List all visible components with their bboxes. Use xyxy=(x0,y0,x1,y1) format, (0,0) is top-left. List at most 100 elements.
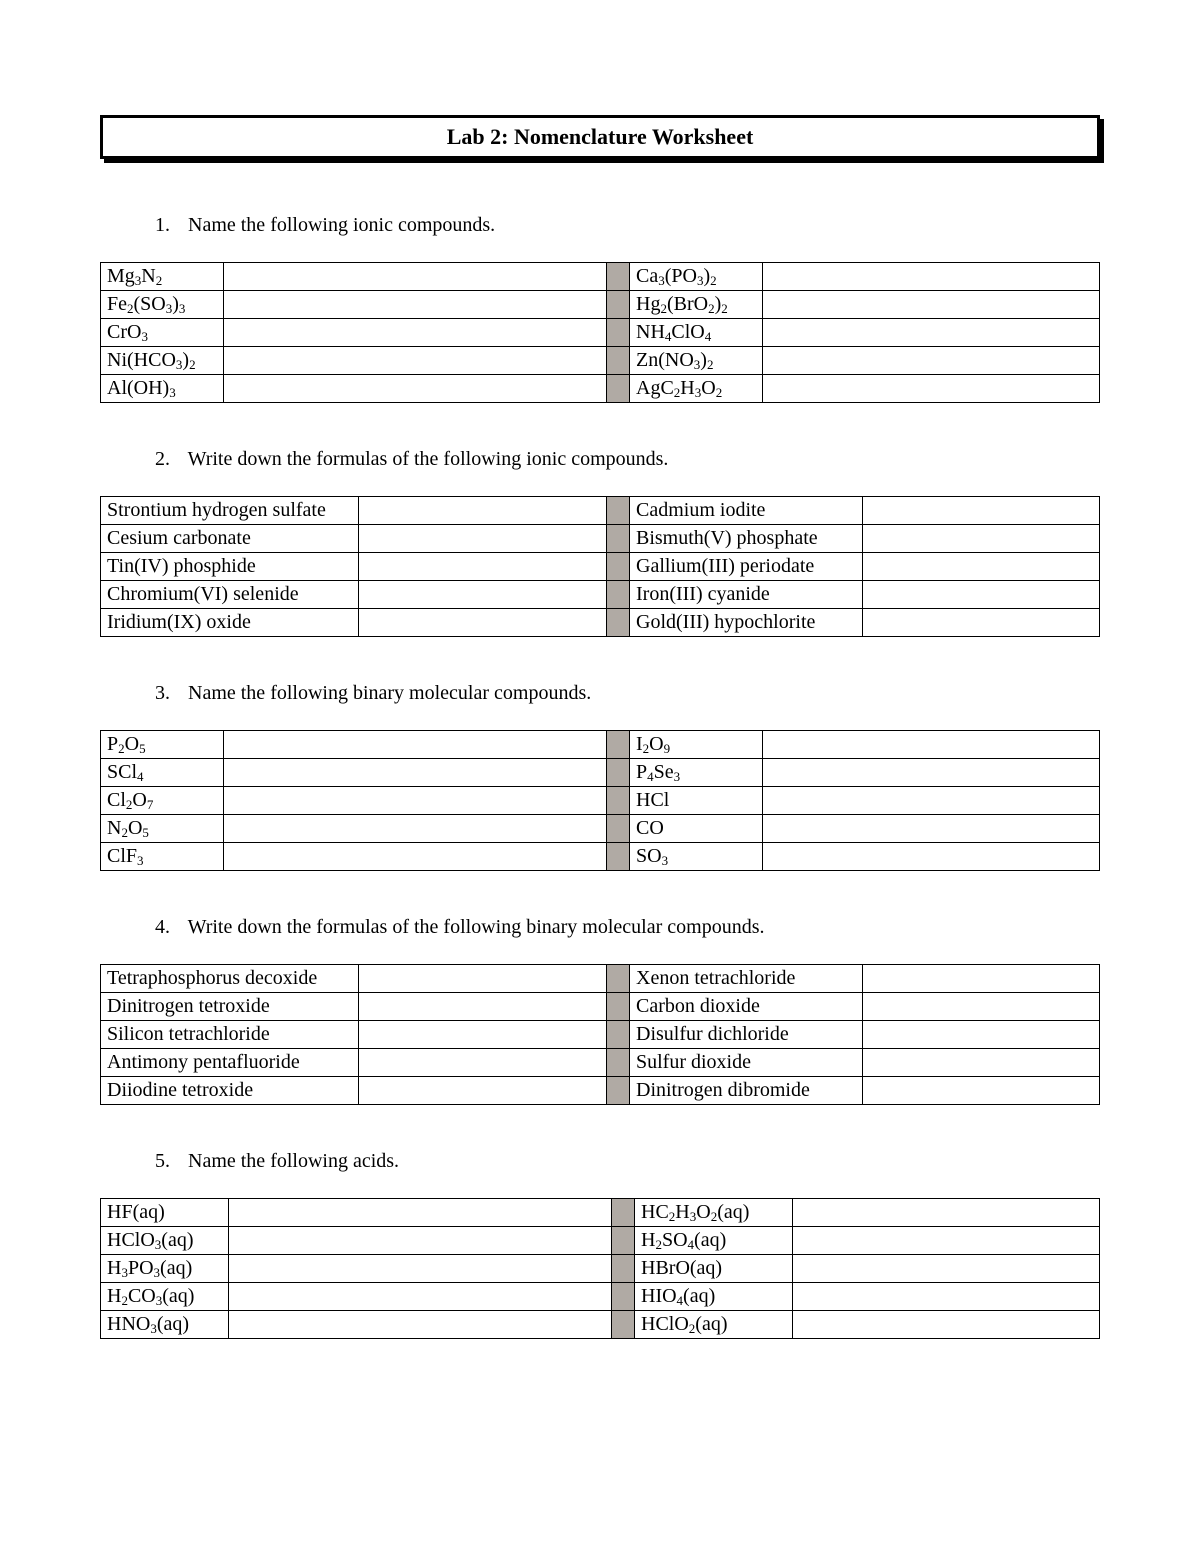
answer-cell xyxy=(863,993,1100,1021)
answer-cell xyxy=(224,263,607,291)
answer-cell xyxy=(763,843,1100,871)
answer-cell xyxy=(763,347,1100,375)
formula-cell: HClO3(aq) xyxy=(101,1227,229,1255)
formula-cell: Dinitrogen dibromide xyxy=(630,1077,863,1105)
table-row: Antimony pentafluorideSulfur dioxide xyxy=(101,1049,1100,1077)
separator-cell xyxy=(607,1049,630,1077)
separator-cell xyxy=(607,375,630,403)
formula-cell: Silicon tetrachloride xyxy=(101,1021,359,1049)
answer-cell xyxy=(863,1021,1100,1049)
separator-cell xyxy=(607,291,630,319)
question-4: 4. Write down the formulas of the follow… xyxy=(155,916,1100,939)
formula-cell: HBrO(aq) xyxy=(635,1255,793,1283)
separator-cell xyxy=(612,1199,635,1227)
answer-cell xyxy=(359,497,607,525)
q2-text: Write down the formulas of the following… xyxy=(188,448,669,470)
answer-cell xyxy=(229,1255,612,1283)
table-row: SCl4P4Se3 xyxy=(101,759,1100,787)
formula-cell: H3PO3(aq) xyxy=(101,1255,229,1283)
formula-cell: Cesium carbonate xyxy=(101,525,359,553)
answer-cell xyxy=(863,497,1100,525)
title-main: Nomenclature Worksheet xyxy=(514,124,753,149)
formula-cell: P2O5 xyxy=(101,731,224,759)
separator-cell xyxy=(607,731,630,759)
formula-cell: Sulfur dioxide xyxy=(630,1049,863,1077)
answer-cell xyxy=(863,581,1100,609)
formula-cell: ClF3 xyxy=(101,843,224,871)
formula-cell: Tetraphosphorus decoxide xyxy=(101,965,359,993)
answer-cell xyxy=(359,1021,607,1049)
answer-cell xyxy=(863,1049,1100,1077)
formula-cell: Strontium hydrogen sulfate xyxy=(101,497,359,525)
separator-cell xyxy=(607,1021,630,1049)
answer-cell xyxy=(359,1049,607,1077)
table-row: Chromium(VI) selenide Iron(III) cyanide xyxy=(101,581,1100,609)
q1-number: 1. xyxy=(155,214,183,237)
separator-cell xyxy=(607,609,630,637)
formula-cell: HCl xyxy=(630,787,763,815)
answer-cell xyxy=(763,731,1100,759)
formula-cell: Iron(III) cyanide xyxy=(630,581,863,609)
answer-cell xyxy=(863,609,1100,637)
answer-cell xyxy=(359,525,607,553)
separator-cell xyxy=(607,319,630,347)
table-q2: Strontium hydrogen sulfate Cadmium iodite… xyxy=(100,496,1100,637)
table-q1: Mg3N2 Ca3(PO3)2 Fe2(SO3)3 Hg2(BrO2)2CrO3NH4… xyxy=(100,262,1100,403)
table-row: Cl2O7HCl xyxy=(101,787,1100,815)
formula-cell: Hg2(BrO2)2 xyxy=(630,291,763,319)
answer-cell xyxy=(863,553,1100,581)
answer-cell xyxy=(359,965,607,993)
answer-cell xyxy=(359,553,607,581)
answer-cell xyxy=(224,815,607,843)
table-row: HF(aq)HC2H3O2(aq) xyxy=(101,1199,1100,1227)
formula-cell: Mg3N2 xyxy=(101,263,224,291)
separator-cell xyxy=(607,581,630,609)
separator-cell xyxy=(612,1227,635,1255)
formula-cell: Chromium(VI) selenide xyxy=(101,581,359,609)
answer-cell xyxy=(224,787,607,815)
table-row: H3PO3(aq) HBrO(aq) xyxy=(101,1255,1100,1283)
answer-cell xyxy=(793,1311,1100,1339)
formula-cell: N2O5 xyxy=(101,815,224,843)
table-row: Tetraphosphorus decoxideXenon tetrachlor… xyxy=(101,965,1100,993)
answer-cell xyxy=(224,291,607,319)
formula-cell: HNO3(aq) xyxy=(101,1311,229,1339)
formula-cell: H2CO3(aq) xyxy=(101,1283,229,1311)
q4-number: 4. xyxy=(155,916,183,939)
formula-cell: HF(aq) xyxy=(101,1199,229,1227)
question-5: 5. Name the following acids. xyxy=(155,1150,1100,1173)
answer-cell xyxy=(793,1255,1100,1283)
formula-cell: Bismuth(V) phosphate xyxy=(630,525,863,553)
answer-cell xyxy=(863,965,1100,993)
separator-cell xyxy=(607,347,630,375)
formula-cell: Gold(III) hypochlorite xyxy=(630,609,863,637)
formula-cell: HClO2(aq) xyxy=(635,1311,793,1339)
separator-cell xyxy=(612,1255,635,1283)
formula-cell: Ca3(PO3)2 xyxy=(630,263,763,291)
answer-cell xyxy=(763,319,1100,347)
formula-cell: Dinitrogen tetroxide xyxy=(101,993,359,1021)
separator-cell xyxy=(607,815,630,843)
formula-cell: Cadmium iodite xyxy=(630,497,863,525)
formula-cell: H2SO4(aq) xyxy=(635,1227,793,1255)
formula-cell: Fe2(SO3)3 xyxy=(101,291,224,319)
answer-cell xyxy=(224,843,607,871)
table-row: P2O5I2O9 xyxy=(101,731,1100,759)
q5-text: Name the following acids. xyxy=(188,1150,399,1172)
q3-text: Name the following binary molecular comp… xyxy=(188,682,591,704)
separator-cell xyxy=(607,843,630,871)
table-row: Diiodine tetroxideDinitrogen dibromide xyxy=(101,1077,1100,1105)
table-row: CrO3NH4ClO4 xyxy=(101,319,1100,347)
q3-number: 3. xyxy=(155,682,183,705)
formula-cell: Ni(HCO3)2 xyxy=(101,347,224,375)
answer-cell xyxy=(224,759,607,787)
answer-cell xyxy=(793,1227,1100,1255)
table-row: Fe2(SO3)3 Hg2(BrO2)2 xyxy=(101,291,1100,319)
answer-cell xyxy=(224,319,607,347)
separator-cell xyxy=(607,759,630,787)
table-row: Strontium hydrogen sulfate Cadmium iodite xyxy=(101,497,1100,525)
question-1: 1. Name the following ionic compounds. xyxy=(155,214,1100,237)
answer-cell xyxy=(763,787,1100,815)
answer-cell xyxy=(229,1283,612,1311)
formula-cell: P4Se3 xyxy=(630,759,763,787)
